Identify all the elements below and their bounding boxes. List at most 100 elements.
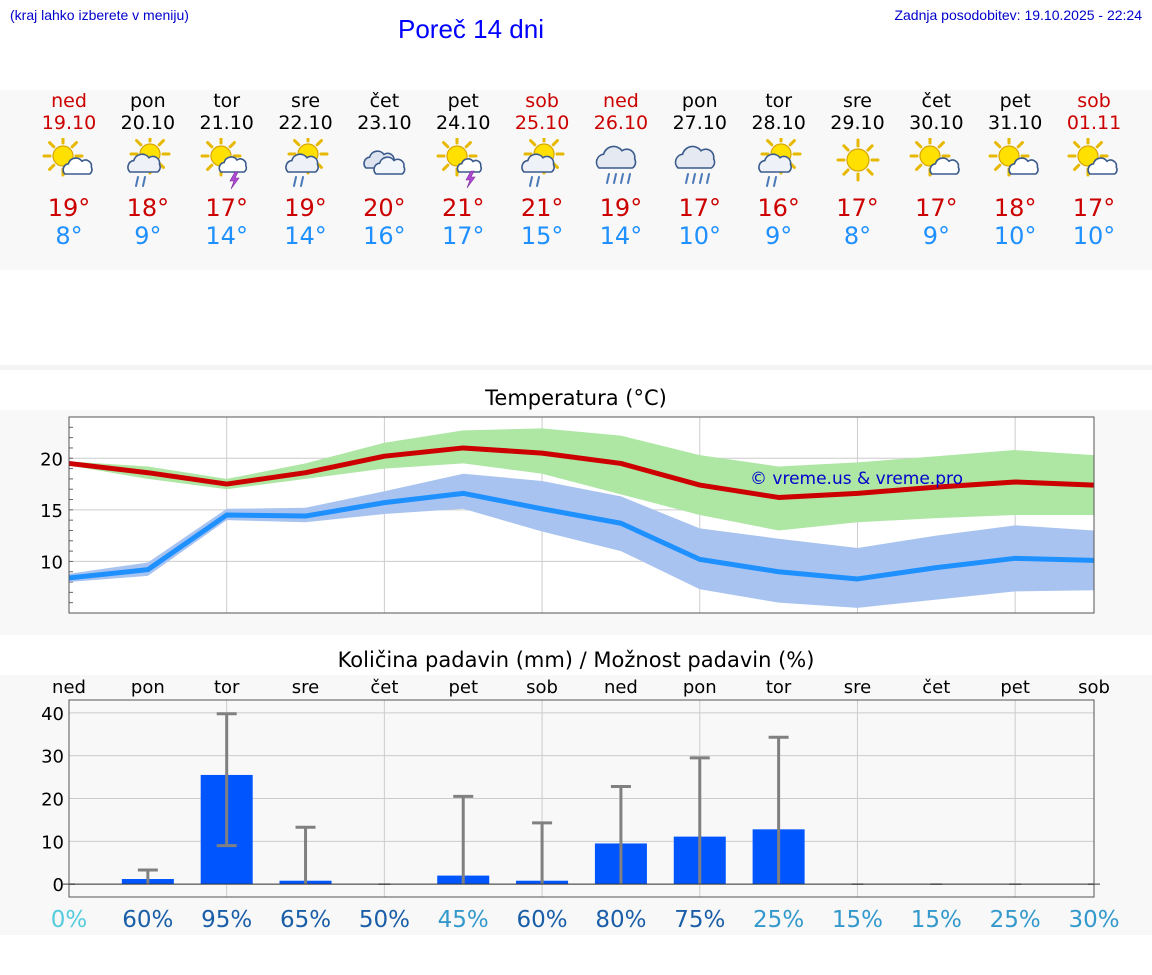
x-tick-label: pet — [448, 677, 478, 698]
day-date: 29.10 — [830, 112, 885, 134]
precipitation-chart-title: Količina padavin (mm) / Možnost padavin … — [337, 648, 815, 672]
sun-storm-icon — [436, 138, 483, 189]
sun-cloud-rain-icon — [284, 138, 329, 187]
last-updated: Zadnja posodobitev: 19.10.2025 - 22:24 — [894, 7, 1142, 23]
x-tick-label: sre — [844, 677, 871, 698]
sun-cloud-storm-icon — [200, 138, 247, 190]
min-temperature: 10° — [993, 222, 1037, 250]
precipitation-probability: 60% — [517, 907, 568, 933]
day-name: tor — [213, 90, 241, 112]
x-tick-label: pon — [683, 677, 717, 698]
min-temperature: 17° — [441, 222, 485, 250]
min-temperature: 9° — [134, 222, 162, 250]
day-name: pon — [681, 90, 718, 112]
max-temperature-line — [68, 445, 1095, 500]
day-name: ned — [603, 90, 639, 112]
day-date: 25.10 — [514, 112, 570, 134]
day-name: pet — [999, 90, 1031, 112]
max-temperature: 17° — [1072, 194, 1116, 222]
day-date: 01.11 — [1066, 112, 1122, 134]
sun-icon — [836, 138, 879, 182]
page-title: Poreč 14 dni — [398, 14, 544, 44]
min-temperature: 9° — [922, 222, 950, 250]
forecast-day: ned 26.10 19° 14° — [576, 90, 666, 250]
min-temperature: 14° — [284, 222, 327, 250]
day-name: sre — [291, 90, 321, 112]
min-temperature: 10° — [1072, 222, 1116, 250]
watermark: © vreme.us & vreme.pro — [750, 469, 963, 489]
day-date: 30.10 — [909, 112, 964, 134]
precipitation-probability: 80% — [595, 907, 646, 933]
max-temperature: 16° — [757, 194, 800, 222]
x-tick-label: sob — [1078, 677, 1110, 698]
max-temperature: 17° — [915, 194, 958, 222]
x-tick-label: sre — [292, 677, 319, 698]
day-date: 19.10 — [41, 112, 97, 134]
day-date: 20.10 — [120, 112, 176, 134]
min-temperature: 14° — [599, 222, 643, 250]
min-temperature: 15° — [520, 222, 564, 250]
sun-cloud-icon — [988, 138, 1039, 177]
max-temperature: 17° — [678, 194, 722, 222]
precipitation-probability: 95% — [201, 907, 252, 933]
temperature-chart-panel: 10 15 20 © vreme.us & vreme.pro — [0, 410, 1152, 635]
max-temperature: 17° — [205, 194, 248, 222]
precipitation-probability: 30% — [1068, 907, 1119, 933]
precipitation-chart-panel: ned pon tor sre čet pet sob ned pon tor sre čet pet s… — [0, 675, 1152, 935]
day-name: čet — [369, 90, 400, 112]
forecast-day: tor 21.10 17° 14° — [182, 90, 272, 250]
precipitation-probability: 65% — [280, 907, 331, 933]
min-temperature: 8° — [55, 222, 83, 250]
day-date: 23.10 — [357, 112, 412, 134]
cloud-heavy-rain-icon — [595, 145, 637, 184]
precipitation-probability: 45% — [438, 907, 489, 933]
y-tick-label: 0 — [53, 875, 64, 896]
precipitation-probability: 0% — [51, 907, 88, 933]
sun-cloud-icon — [1067, 138, 1118, 177]
max-temperature: 17° — [836, 194, 879, 222]
x-tick-label: tor — [766, 677, 792, 698]
temperature-chart: 10 15 20 © vreme.us & vreme.pro — [40, 416, 1095, 614]
sun-cloud-icon — [909, 138, 961, 177]
precipitation-probability: 25% — [753, 907, 804, 933]
y-tick-label: 10 — [41, 832, 64, 853]
precipitation-chart: ned pon tor sre čet pet sob ned pon tor sre čet pet s… — [41, 677, 1119, 933]
temperature-chart-title: Temperatura (°C) — [485, 386, 667, 410]
y-tick-label: 20 — [40, 449, 63, 470]
day-date: 21.10 — [199, 112, 254, 134]
forecast-day: pet 24.10 21° 17° — [418, 90, 508, 250]
x-tick-label: sob — [526, 677, 558, 698]
day-date: 26.10 — [593, 112, 649, 134]
max-temperature: 18° — [126, 194, 170, 222]
min-temperature: 14° — [205, 222, 248, 250]
x-tick-label: tor — [214, 677, 240, 698]
location-hint: (kraj lahko izberete v meniju) — [10, 7, 189, 23]
plot-frame — [68, 699, 1095, 898]
day-date: 28.10 — [751, 112, 806, 134]
precipitation-probability: 60% — [122, 907, 173, 933]
min-temperature-line — [68, 490, 1095, 582]
max-temperature: 19° — [599, 194, 643, 222]
max-temperature: 19° — [284, 194, 327, 222]
forecast-day: sob 25.10 21° 15° — [497, 90, 587, 250]
forecast-strip: ned 19.10 19° 8° pon 20.10 18° 9° tor 21.10 17° 14°… — [0, 90, 1152, 270]
min-temperature: 10° — [678, 222, 722, 250]
max-temperature: 21° — [520, 194, 564, 222]
x-tick-label: ned — [52, 677, 86, 698]
min-temperature: 16° — [363, 222, 406, 250]
cloud-heavy-rain-icon — [674, 145, 716, 184]
day-name: pet — [447, 90, 479, 112]
sun-cloud-rain-icon — [127, 138, 171, 187]
day-name: ned — [51, 90, 87, 112]
precipitation-probability: 50% — [359, 907, 410, 933]
x-tick-label: pet — [1000, 677, 1030, 698]
forecast-day: pon 27.10 17° 10° — [655, 90, 745, 250]
y-tick-label: 10 — [40, 552, 63, 573]
max-temperature: 19° — [47, 194, 91, 222]
x-tick-label: pon — [131, 677, 165, 698]
y-tick-label: 30 — [41, 747, 64, 768]
forecast-day: tor 28.10 16° 9° — [734, 90, 824, 250]
forecast-day: čet 30.10 17° 9° — [891, 90, 981, 250]
day-name: sob — [1077, 90, 1111, 112]
min-temperature-range-band — [69, 473, 1094, 608]
